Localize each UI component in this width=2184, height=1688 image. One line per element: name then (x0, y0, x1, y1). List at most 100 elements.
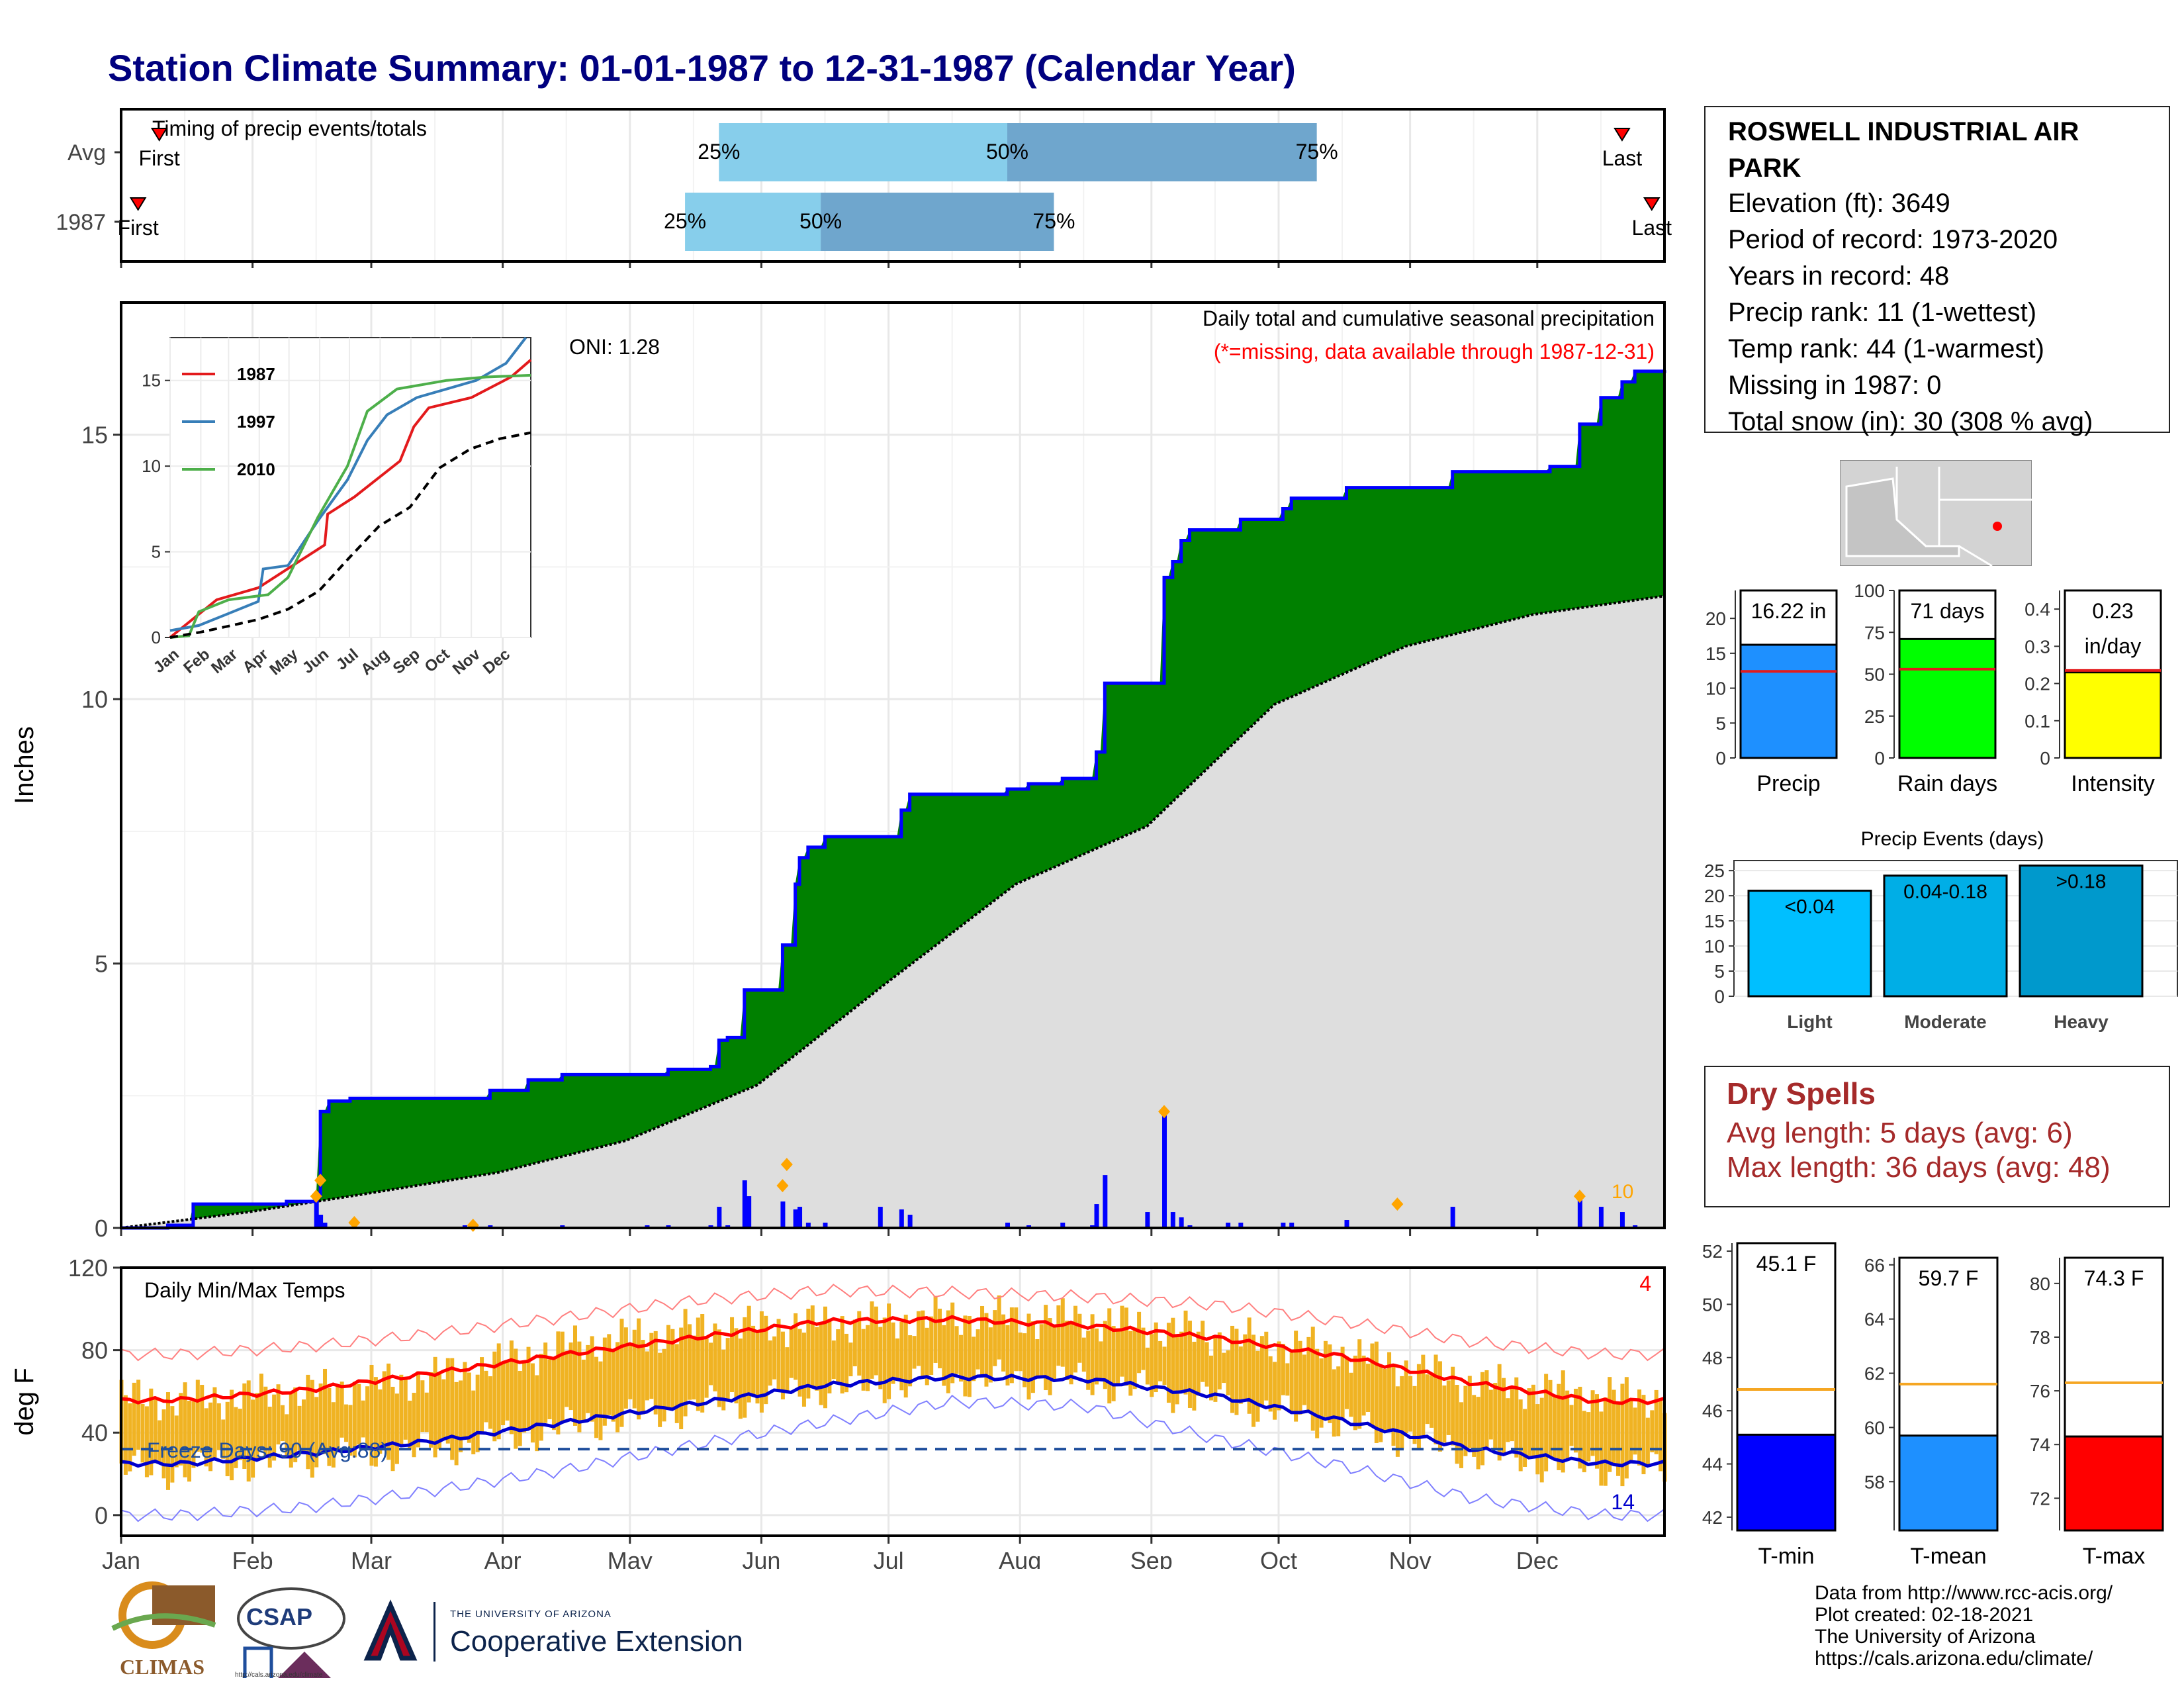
temp-daily-bar (221, 1419, 226, 1459)
timing-title: Timing of precip events/totals (152, 117, 427, 140)
totals-y-tick-label: 10 (1706, 679, 1726, 699)
precip-daily-bar (878, 1207, 883, 1228)
temp-daily-bar (1175, 1336, 1179, 1405)
temp-daily-bar (903, 1315, 908, 1398)
precip-extreme-marker (776, 1179, 789, 1193)
events-category-label: Moderate (1904, 1011, 1986, 1032)
temp-daily-bar (1124, 1307, 1128, 1386)
precip-daily-bar (1619, 1212, 1625, 1228)
temp-daily-bar (488, 1376, 492, 1429)
temp-daily-bar (195, 1380, 200, 1452)
temp-daily-bar (441, 1379, 446, 1438)
logo-divider (433, 1602, 435, 1662)
temp-daily-bar (1238, 1346, 1243, 1404)
temp-daily-bar (1404, 1360, 1408, 1434)
timing-last-label: Last (1602, 146, 1643, 170)
temp-daily-bar (1612, 1389, 1616, 1466)
precip-daily-bar (314, 1196, 319, 1228)
temp-daily-bar (1328, 1344, 1332, 1423)
temp-daily-bar (1446, 1380, 1451, 1435)
temp-daily-bar (764, 1315, 768, 1405)
temp-daily-bar (1141, 1327, 1146, 1370)
precip-daily-bar (1005, 1223, 1010, 1228)
inset-x-tick-label: Feb (180, 645, 213, 677)
tmeans-y-tick-label: 80 (2030, 1274, 2050, 1294)
temp-daily-bar (1497, 1364, 1502, 1461)
temp-daily-bar (972, 1336, 976, 1382)
temp-daily-bar (801, 1333, 806, 1407)
inset-line-1997 (169, 336, 527, 632)
temp-daily-bar (539, 1354, 543, 1441)
temp-daily-bar (1539, 1397, 1544, 1483)
temp-daily-bar (1277, 1341, 1281, 1411)
temp-daily-bar (831, 1340, 836, 1380)
temp-daily-bar (1437, 1361, 1442, 1452)
temp-daily-bar (836, 1329, 841, 1382)
temp-daily-bar (1052, 1327, 1056, 1382)
temp-daily-bar (1370, 1343, 1375, 1427)
temp-y-axis-label: deg F (10, 1368, 39, 1435)
temp-daily-bar (899, 1321, 904, 1391)
temp-daily-bar (1357, 1339, 1362, 1429)
temp-daily-bar (929, 1316, 934, 1376)
temp-daily-bar (713, 1323, 717, 1391)
temp-daily-bar (136, 1380, 141, 1450)
temp-daily-bar (586, 1344, 590, 1413)
events-bar-light (1747, 890, 1872, 998)
temp-daily-bar (1077, 1313, 1082, 1363)
temp-daily-bar (823, 1306, 827, 1409)
temp-daily-bar (501, 1362, 506, 1426)
page-title: Station Climate Summary: 01-01-1987 to 1… (108, 47, 1296, 89)
temp-daily-bar (789, 1329, 794, 1378)
station-elevation: Elevation (ft): 3649 (1728, 189, 1950, 218)
temp-daily-bar (1201, 1321, 1205, 1382)
inset-y-tick-label: 10 (142, 456, 161, 476)
events-category-label: Heavy (2054, 1011, 2109, 1032)
ua-extension: Cooperative Extension (450, 1625, 743, 1658)
climas-logo-text: CLIMAS (119, 1655, 205, 1679)
tmeans-y-tick-label: 42 (1702, 1507, 1723, 1528)
temp-daily-bar (1065, 1321, 1069, 1380)
timing-first-marker (150, 128, 168, 142)
temp-daily-bar (161, 1409, 166, 1479)
temp-daily-bar (1336, 1366, 1341, 1436)
credits-block: Data from http://www.rcc-acis.org/ Plot … (1815, 1582, 2113, 1669)
precip-extreme-marker (780, 1158, 793, 1172)
ua-logo (361, 1599, 420, 1665)
freeze-days-label: Freeze Days: 90 (Avg:88) (147, 1438, 388, 1462)
dry-spells-box: Dry Spells Avg length: 5 days (avg: 6) M… (1704, 1066, 2170, 1207)
temp-record-min-line (120, 1394, 1665, 1523)
temp-daily-bar (1081, 1337, 1086, 1372)
temp-daily-bar (1387, 1352, 1392, 1431)
temp-daily-bar (297, 1405, 302, 1451)
inset-legend-label: 1997 (237, 412, 275, 432)
precip-daily-bar (1103, 1175, 1108, 1228)
temp-daily-bar (293, 1387, 298, 1462)
temp-daily-bar (1323, 1340, 1328, 1417)
temp-daily-bar (1158, 1340, 1163, 1382)
credits-data-source: Data from http://www.rcc-acis.org/ (1815, 1582, 2113, 1604)
temp-daily-bar (776, 1319, 781, 1391)
dry-spells-avg: Avg length: 5 days (avg: 6) (1727, 1117, 2073, 1149)
temp-daily-bar (1247, 1317, 1251, 1414)
totals-category-label: Rain days (1897, 771, 1997, 796)
inset-line-2010 (169, 373, 531, 639)
temp-y-tick-label: 80 (81, 1337, 108, 1364)
temp-daily-bar (997, 1295, 1001, 1360)
temp-daily-bar (1154, 1322, 1158, 1393)
totals-bar-0 (1739, 643, 1838, 759)
temp-daily-bar (954, 1326, 959, 1374)
temp-daily-bar (619, 1319, 624, 1427)
temp-daily-bar (878, 1327, 883, 1389)
events-y-tick-label: 10 (1704, 936, 1725, 957)
temp-x-tick-label: Feb (232, 1547, 273, 1569)
precip-daily-bar (1289, 1223, 1295, 1228)
temp-daily-bar (1073, 1305, 1077, 1373)
temp-daily-bar (1264, 1331, 1269, 1401)
temp-daily-bar (882, 1317, 887, 1403)
station-missing: Missing in 1987: 0 (1728, 371, 1942, 400)
temp-daily-bar (1005, 1325, 1010, 1386)
timing-label-75: 75% (1032, 209, 1075, 233)
temp-daily-bar (212, 1387, 217, 1460)
temp-daily-bar (1616, 1402, 1621, 1476)
